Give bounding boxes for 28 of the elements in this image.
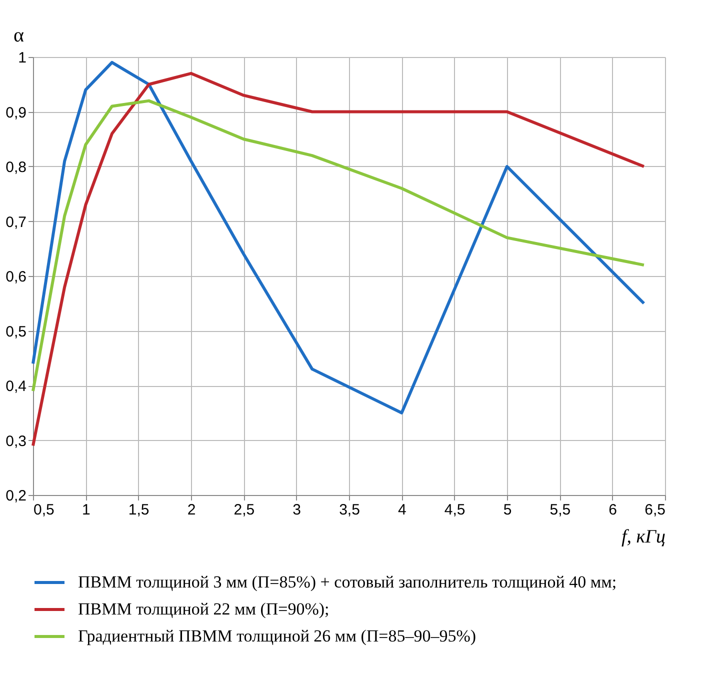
legend-label: Градиентный ПВММ толщиной 26 мм (П=85–90–95%) [78,626,476,646]
y-tick-label: 0,8 [6,159,26,176]
x-tick-label: 1,5 [128,502,150,518]
y-tick-label: 0,3 [6,432,26,450]
y-tick-label: 0,7 [6,214,26,231]
y-tick-label: 0,9 [6,104,26,122]
x-tick-label: 3 [292,502,302,518]
x-tick-label: 5,5 [550,502,571,518]
y-axis-title: α [14,24,24,46]
y-tick-label: 0,4 [6,378,26,395]
y-tick-label: 1 [18,50,26,66]
y-tick-label: 0,2 [6,488,26,504]
x-tick-label: 1 [82,502,90,518]
x-tick-label: 6 [608,502,618,518]
y-tick-label: 0,6 [6,268,26,286]
x-tick-label: 6,5 [644,502,666,518]
legend-label: ПВММ толщиной 22 мм (П=90%); [78,600,330,618]
x-axis-title: f, кГц [622,526,666,548]
x-tick-label: 5 [503,502,512,518]
x-tick-label: 4 [398,502,406,518]
x-tick-label: 3,5 [339,502,360,518]
x-tick-label: 2 [187,502,196,518]
y-tick-label: 0,5 [6,323,26,340]
line-series [32,99,646,392]
x-tick-label: 0,5 [34,502,54,518]
legend-label: ПВММ толщиной 3 мм (П=85%) + сотовый заполнитель толщиной 40 мм; [78,572,617,592]
x-tick-label: 4,5 [444,502,466,518]
x-tick-label: 2,5 [234,502,255,518]
